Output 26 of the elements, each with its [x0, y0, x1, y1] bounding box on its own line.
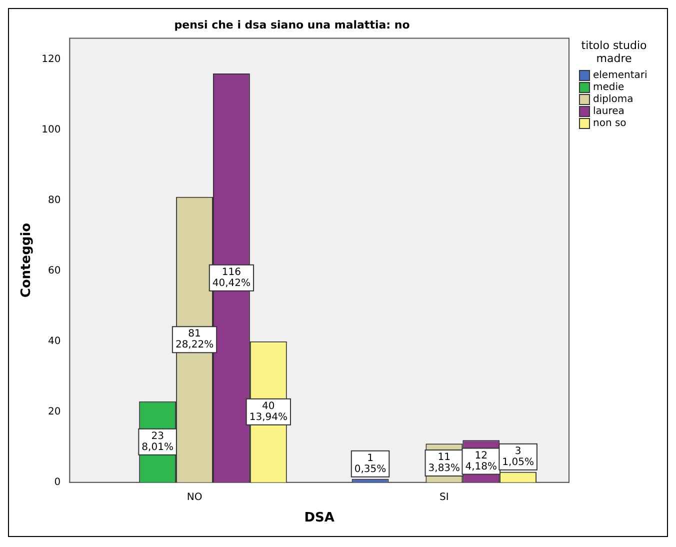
legend-label: laurea: [593, 106, 624, 116]
data-label: 11 3,83%: [428, 452, 460, 474]
data-label: 23 8,01%: [142, 430, 174, 453]
data-label: 3 1,05%: [502, 446, 534, 468]
x-axis-title: DSA: [304, 510, 334, 526]
data-label: 1 0,35%: [354, 452, 386, 475]
legend-label: elementari: [593, 70, 648, 80]
y-tick-label: 20: [48, 406, 61, 418]
y-tick-label: 0: [54, 476, 61, 488]
x-tick-label: NO: [186, 492, 202, 503]
y-tick-label: 100: [42, 124, 61, 136]
data-label: 40 13,94%: [249, 400, 288, 423]
legend-title: titolo studio madre: [580, 39, 648, 65]
y-tick-label: 120: [42, 54, 61, 65]
legend-label: non so: [593, 118, 626, 128]
chart-title: pensi che i dsa siano una malattia: no: [174, 18, 410, 32]
y-tick-label: 40: [48, 336, 61, 347]
legend-label: diploma: [593, 94, 634, 104]
data-label: 81 28,22%: [175, 328, 214, 351]
y-tick-label: 60: [48, 265, 61, 276]
y-axis-title: Conteggio: [19, 222, 34, 298]
legend-label: medie: [593, 82, 624, 92]
x-tick-label: SI: [440, 492, 449, 503]
y-tick-label: 80: [48, 194, 61, 206]
data-label: 116 40,42%: [212, 267, 251, 290]
data-label: 12 4,18%: [465, 450, 498, 472]
